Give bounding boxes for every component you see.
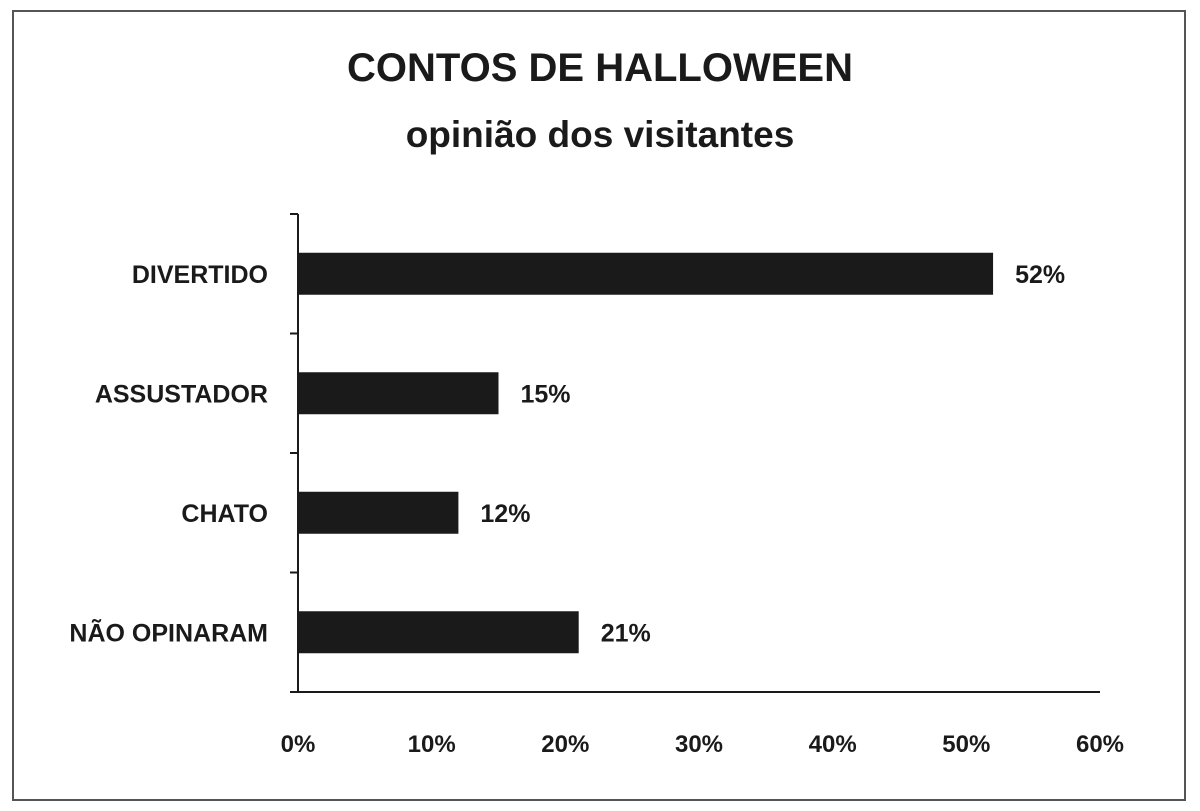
- x-tick-label: 10%: [408, 731, 456, 758]
- chart-subtitle: opinião dos visitantes: [405, 114, 795, 155]
- x-tick-label: 50%: [942, 731, 990, 758]
- chart-frame: [12, 10, 1186, 801]
- x-tick-label: 30%: [675, 731, 723, 758]
- category-label: CHATO: [181, 500, 268, 528]
- x-tick-label: 20%: [541, 731, 589, 758]
- value-label: 52%: [1015, 261, 1065, 289]
- bar: [298, 252, 994, 295]
- bar: [298, 611, 579, 654]
- chart-title: CONTOS DE HALLOWEEN: [347, 46, 853, 90]
- x-tick-label: 40%: [809, 731, 857, 758]
- category-label: NÃO OPINARAM: [69, 617, 268, 647]
- x-tick-label: 0%: [281, 731, 316, 758]
- bar: [298, 372, 499, 415]
- value-label: 21%: [601, 619, 651, 647]
- value-label: 15%: [521, 380, 571, 408]
- value-label: 12%: [480, 500, 530, 528]
- bar: [298, 491, 459, 534]
- category-label: DIVERTIDO: [132, 261, 268, 289]
- x-tick-label: 60%: [1076, 731, 1124, 758]
- category-label: ASSUSTADOR: [95, 380, 268, 408]
